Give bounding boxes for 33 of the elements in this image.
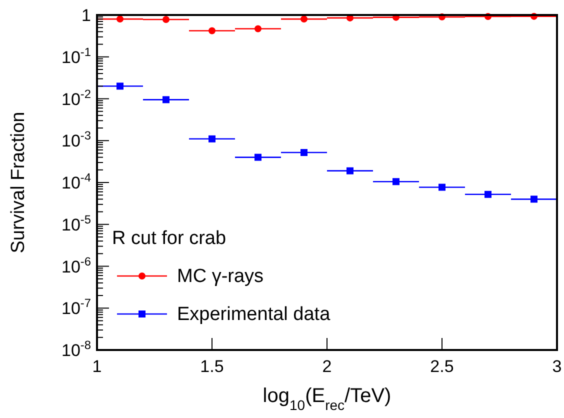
y-tick-label: 10$^{-5}$ <box>62 212 92 234</box>
y-tick-label: 10$^{-8}$ <box>62 338 92 360</box>
point <box>254 154 262 161</box>
y-tick-label: 10$^{-1}$ <box>62 44 92 67</box>
x-tick-label: 2 <box>322 357 332 376</box>
y-tick-label: 10$^{-2}$ <box>62 86 92 109</box>
point <box>392 178 400 186</box>
y-axis-title: Survival Fraction <box>8 112 29 254</box>
point <box>438 184 446 191</box>
point <box>346 167 354 174</box>
point <box>208 135 216 142</box>
point <box>208 27 216 34</box>
x-tick-label: 2.5 <box>430 357 454 376</box>
y-tick-label: 10$^{-3}$ <box>62 128 92 151</box>
y-tick-label: 10$^{-6}$ <box>62 254 92 276</box>
legend-label: Experimental data <box>177 304 331 325</box>
point <box>162 96 170 104</box>
point <box>300 149 308 156</box>
point <box>162 16 170 24</box>
y-tick-label: 1 <box>82 6 91 25</box>
point <box>116 16 124 23</box>
legend-label: MC γ-rays <box>177 266 264 287</box>
x-tick-label: 3 <box>552 357 562 376</box>
point <box>484 190 492 198</box>
point <box>300 16 308 23</box>
point <box>116 82 124 90</box>
legend-title: R cut for crab <box>112 228 226 249</box>
y-tick-label: 10$^{-4}$ <box>62 170 92 192</box>
point <box>254 25 262 32</box>
x-tick-label: 1.5 <box>200 357 224 376</box>
x-axis-title: log$_{10}$(E$_{rec}$/TeV) <box>262 385 392 413</box>
y-tick-label: 10$^{-7}$ <box>62 296 92 318</box>
point <box>530 196 538 203</box>
